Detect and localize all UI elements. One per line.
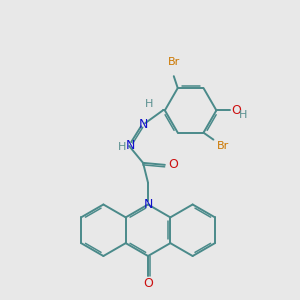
Text: O: O: [143, 277, 153, 290]
Text: H: H: [239, 110, 247, 120]
Text: N: N: [125, 139, 135, 152]
Text: N: N: [138, 118, 148, 131]
Text: O: O: [231, 104, 241, 117]
Text: H: H: [118, 142, 126, 152]
Text: Br: Br: [217, 141, 230, 151]
Text: Br: Br: [168, 57, 180, 67]
Text: N: N: [143, 198, 153, 211]
Text: O: O: [168, 158, 178, 171]
Text: H: H: [145, 99, 153, 110]
